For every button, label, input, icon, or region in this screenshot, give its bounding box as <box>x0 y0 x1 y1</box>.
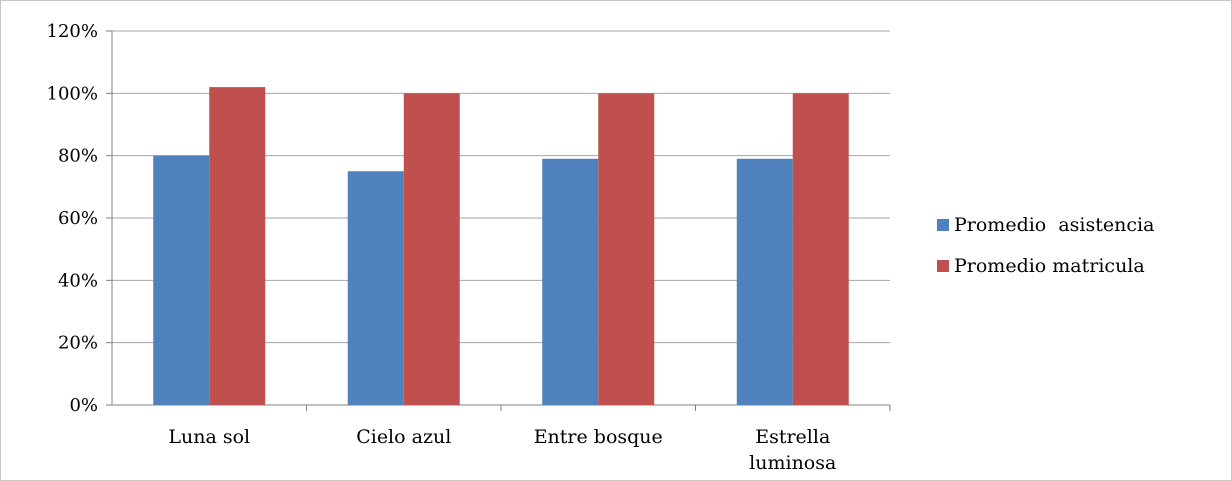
y-tick-label: 20% <box>58 333 98 354</box>
x-category-label: luminosa <box>749 452 836 474</box>
x-category-label: Luna sol <box>168 426 250 448</box>
bar <box>153 155 210 405</box>
bar <box>403 93 460 405</box>
bars <box>153 87 849 405</box>
bar <box>598 93 655 405</box>
x-category-label: Cielo azul <box>356 426 451 448</box>
bar <box>542 158 599 405</box>
legend: Promedio asistencia Promedio matricula <box>937 214 1154 277</box>
y-tick-label: 100% <box>47 83 98 104</box>
bar <box>347 171 404 405</box>
legend-label: Promedio matricula <box>954 255 1145 277</box>
bar <box>736 158 793 405</box>
x-category-labels: Luna sol Cielo azul Entre bosque Estrella lu… <box>168 426 836 474</box>
x-category-label: Estrella <box>755 426 830 448</box>
x-category-label: Entre bosque <box>534 426 663 448</box>
legend-swatch <box>937 260 949 272</box>
y-tick-label: 60% <box>58 208 98 229</box>
y-tick-labels: 0% 20% 40% 60% 80% 100% 120% <box>47 21 98 416</box>
bar <box>792 93 849 405</box>
y-tick-label: 40% <box>58 270 98 291</box>
y-tick-label: 120% <box>47 21 98 42</box>
legend-label: Promedio asistencia <box>954 214 1154 236</box>
y-tick-label: 0% <box>69 395 98 416</box>
legend-swatch <box>937 219 949 231</box>
bar <box>209 87 266 405</box>
y-tick-label: 80% <box>58 146 98 167</box>
